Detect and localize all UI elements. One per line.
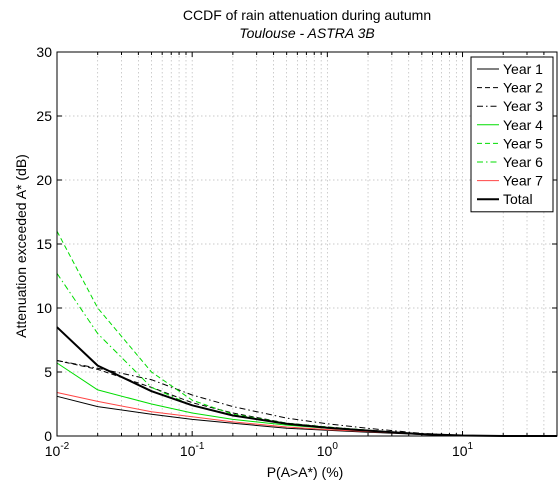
series-lines — [56, 230, 557, 437]
grid — [57, 52, 557, 436]
legend-label: Year 6 — [503, 154, 543, 170]
x-tick-label: 10-1 — [180, 441, 205, 459]
y-tick-label: 25 — [36, 108, 52, 124]
chart-subtitle: Toulouse - ASTRA 3B — [239, 25, 374, 41]
x-tick-label: 10-2 — [45, 441, 70, 459]
legend-label: Year 3 — [503, 98, 543, 114]
legend: Year 1 Year 2 Year 3 Year 4 Year 5 Year 6 Year… — [470, 56, 554, 213]
legend-label: Total — [503, 191, 533, 207]
legend-label: Year 1 — [503, 61, 543, 77]
y-tick-label: 30 — [36, 44, 52, 60]
chart-title: CCDF of rain attenuation during autumn — [183, 7, 431, 23]
legend-label: Year 5 — [503, 135, 543, 151]
y-tick-label: 5 — [44, 364, 52, 380]
x-tick-label: 101 — [452, 441, 474, 459]
legend-label: Year 7 — [503, 173, 543, 189]
y-axis-label: Attenuation exceeded A* (dB) — [13, 154, 29, 338]
legend-label: Year 4 — [503, 117, 543, 133]
legend-label: Year 2 — [503, 80, 543, 96]
series-line-year-5 — [56, 230, 557, 437]
y-tick-label: 10 — [36, 300, 52, 316]
series-line-year-1 — [56, 395, 557, 437]
y-tick-label: 0 — [44, 428, 52, 444]
axis-ticks: 10-2 10-1 100 101 0 5 10 15 20 25 30 — [36, 44, 557, 459]
x-axis-label: P(A>A*) (%) — [267, 464, 344, 480]
x-tick-label: 100 — [317, 441, 339, 459]
series-line-total — [56, 326, 557, 437]
y-tick-label: 20 — [36, 172, 52, 188]
y-tick-label: 15 — [36, 236, 52, 252]
legend-box — [470, 56, 554, 213]
